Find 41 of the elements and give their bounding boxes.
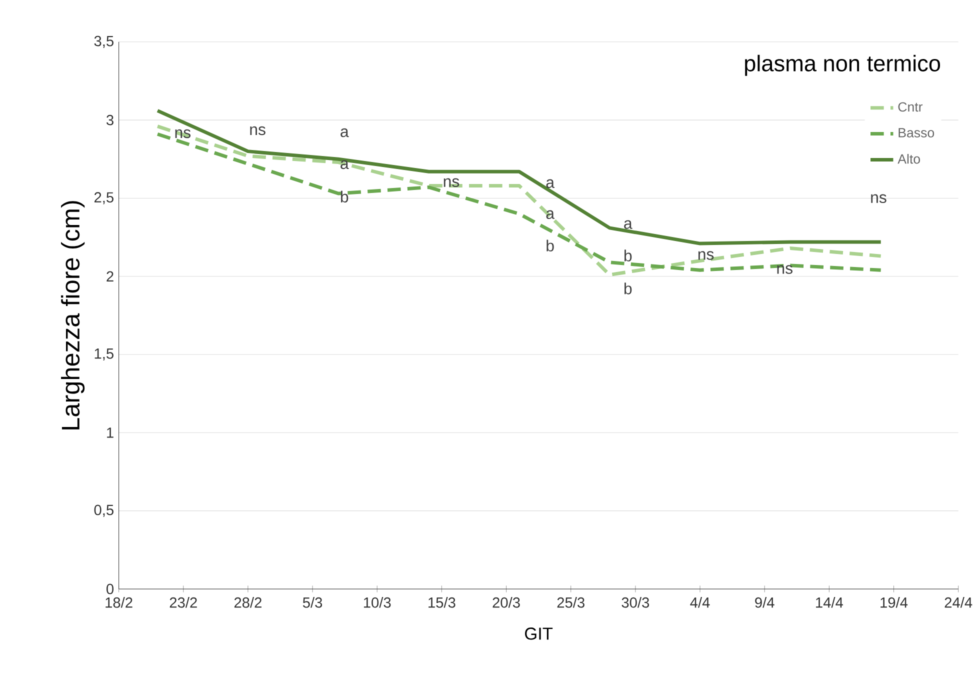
x-tick-label: 4/4 bbox=[690, 597, 710, 608]
y-tick-label: 2,5 bbox=[94, 192, 114, 204]
x-tick-label: 18/2 bbox=[106, 597, 132, 608]
annotation: a bbox=[546, 179, 554, 188]
y-tick-label: 1 bbox=[107, 428, 114, 438]
annotation: b bbox=[624, 282, 632, 294]
x-tick-label: 19/4 bbox=[880, 597, 908, 608]
x-tick-label: 23/2 bbox=[170, 597, 197, 608]
y-tick-label: 2 bbox=[106, 271, 114, 282]
y-axis-title: Larghezza fiore (cm) bbox=[61, 201, 85, 430]
annotation: a bbox=[546, 210, 554, 220]
y-tick-label: 0,5 bbox=[94, 504, 114, 517]
x-tick-label: 5/3 bbox=[302, 597, 322, 608]
x-tick-label: 20/3 bbox=[492, 597, 520, 608]
x-axis-title: GIT bbox=[525, 628, 553, 640]
y-tick-label: 1,5 bbox=[94, 348, 114, 361]
annotation: ns bbox=[250, 126, 266, 136]
annotation: b bbox=[546, 240, 554, 252]
annotation: b bbox=[340, 190, 348, 203]
x-tick-label: 30/3 bbox=[622, 597, 650, 608]
legend-title: plasma non termico bbox=[745, 54, 940, 76]
y-tick-label: 0 bbox=[106, 584, 114, 594]
x-tick-label: 10/3 bbox=[364, 597, 391, 608]
annotation: a bbox=[340, 128, 349, 138]
annotation: ns bbox=[871, 194, 886, 204]
x-tick-label: 15/3 bbox=[428, 597, 456, 608]
legend-label: Basso bbox=[898, 128, 934, 138]
annotation: b bbox=[624, 250, 632, 262]
x-tick-label: 14/4 bbox=[816, 597, 843, 608]
x-tick-label: 28/2 bbox=[234, 597, 262, 608]
legend-label: Alto bbox=[898, 154, 920, 164]
annotation: a bbox=[340, 160, 349, 170]
y-tick-label: 3 bbox=[106, 115, 114, 126]
annotation: ns bbox=[698, 251, 714, 260]
x-tick-label: 24/4 bbox=[944, 597, 972, 608]
annotation: ns bbox=[777, 265, 792, 274]
y-tick-label: 3,5 bbox=[94, 36, 114, 48]
x-tick-label: 9/4 bbox=[755, 597, 774, 608]
legend-label: Cntr bbox=[898, 102, 923, 112]
x-tick-label: 25/3 bbox=[557, 597, 584, 608]
annotation: a bbox=[624, 220, 632, 230]
